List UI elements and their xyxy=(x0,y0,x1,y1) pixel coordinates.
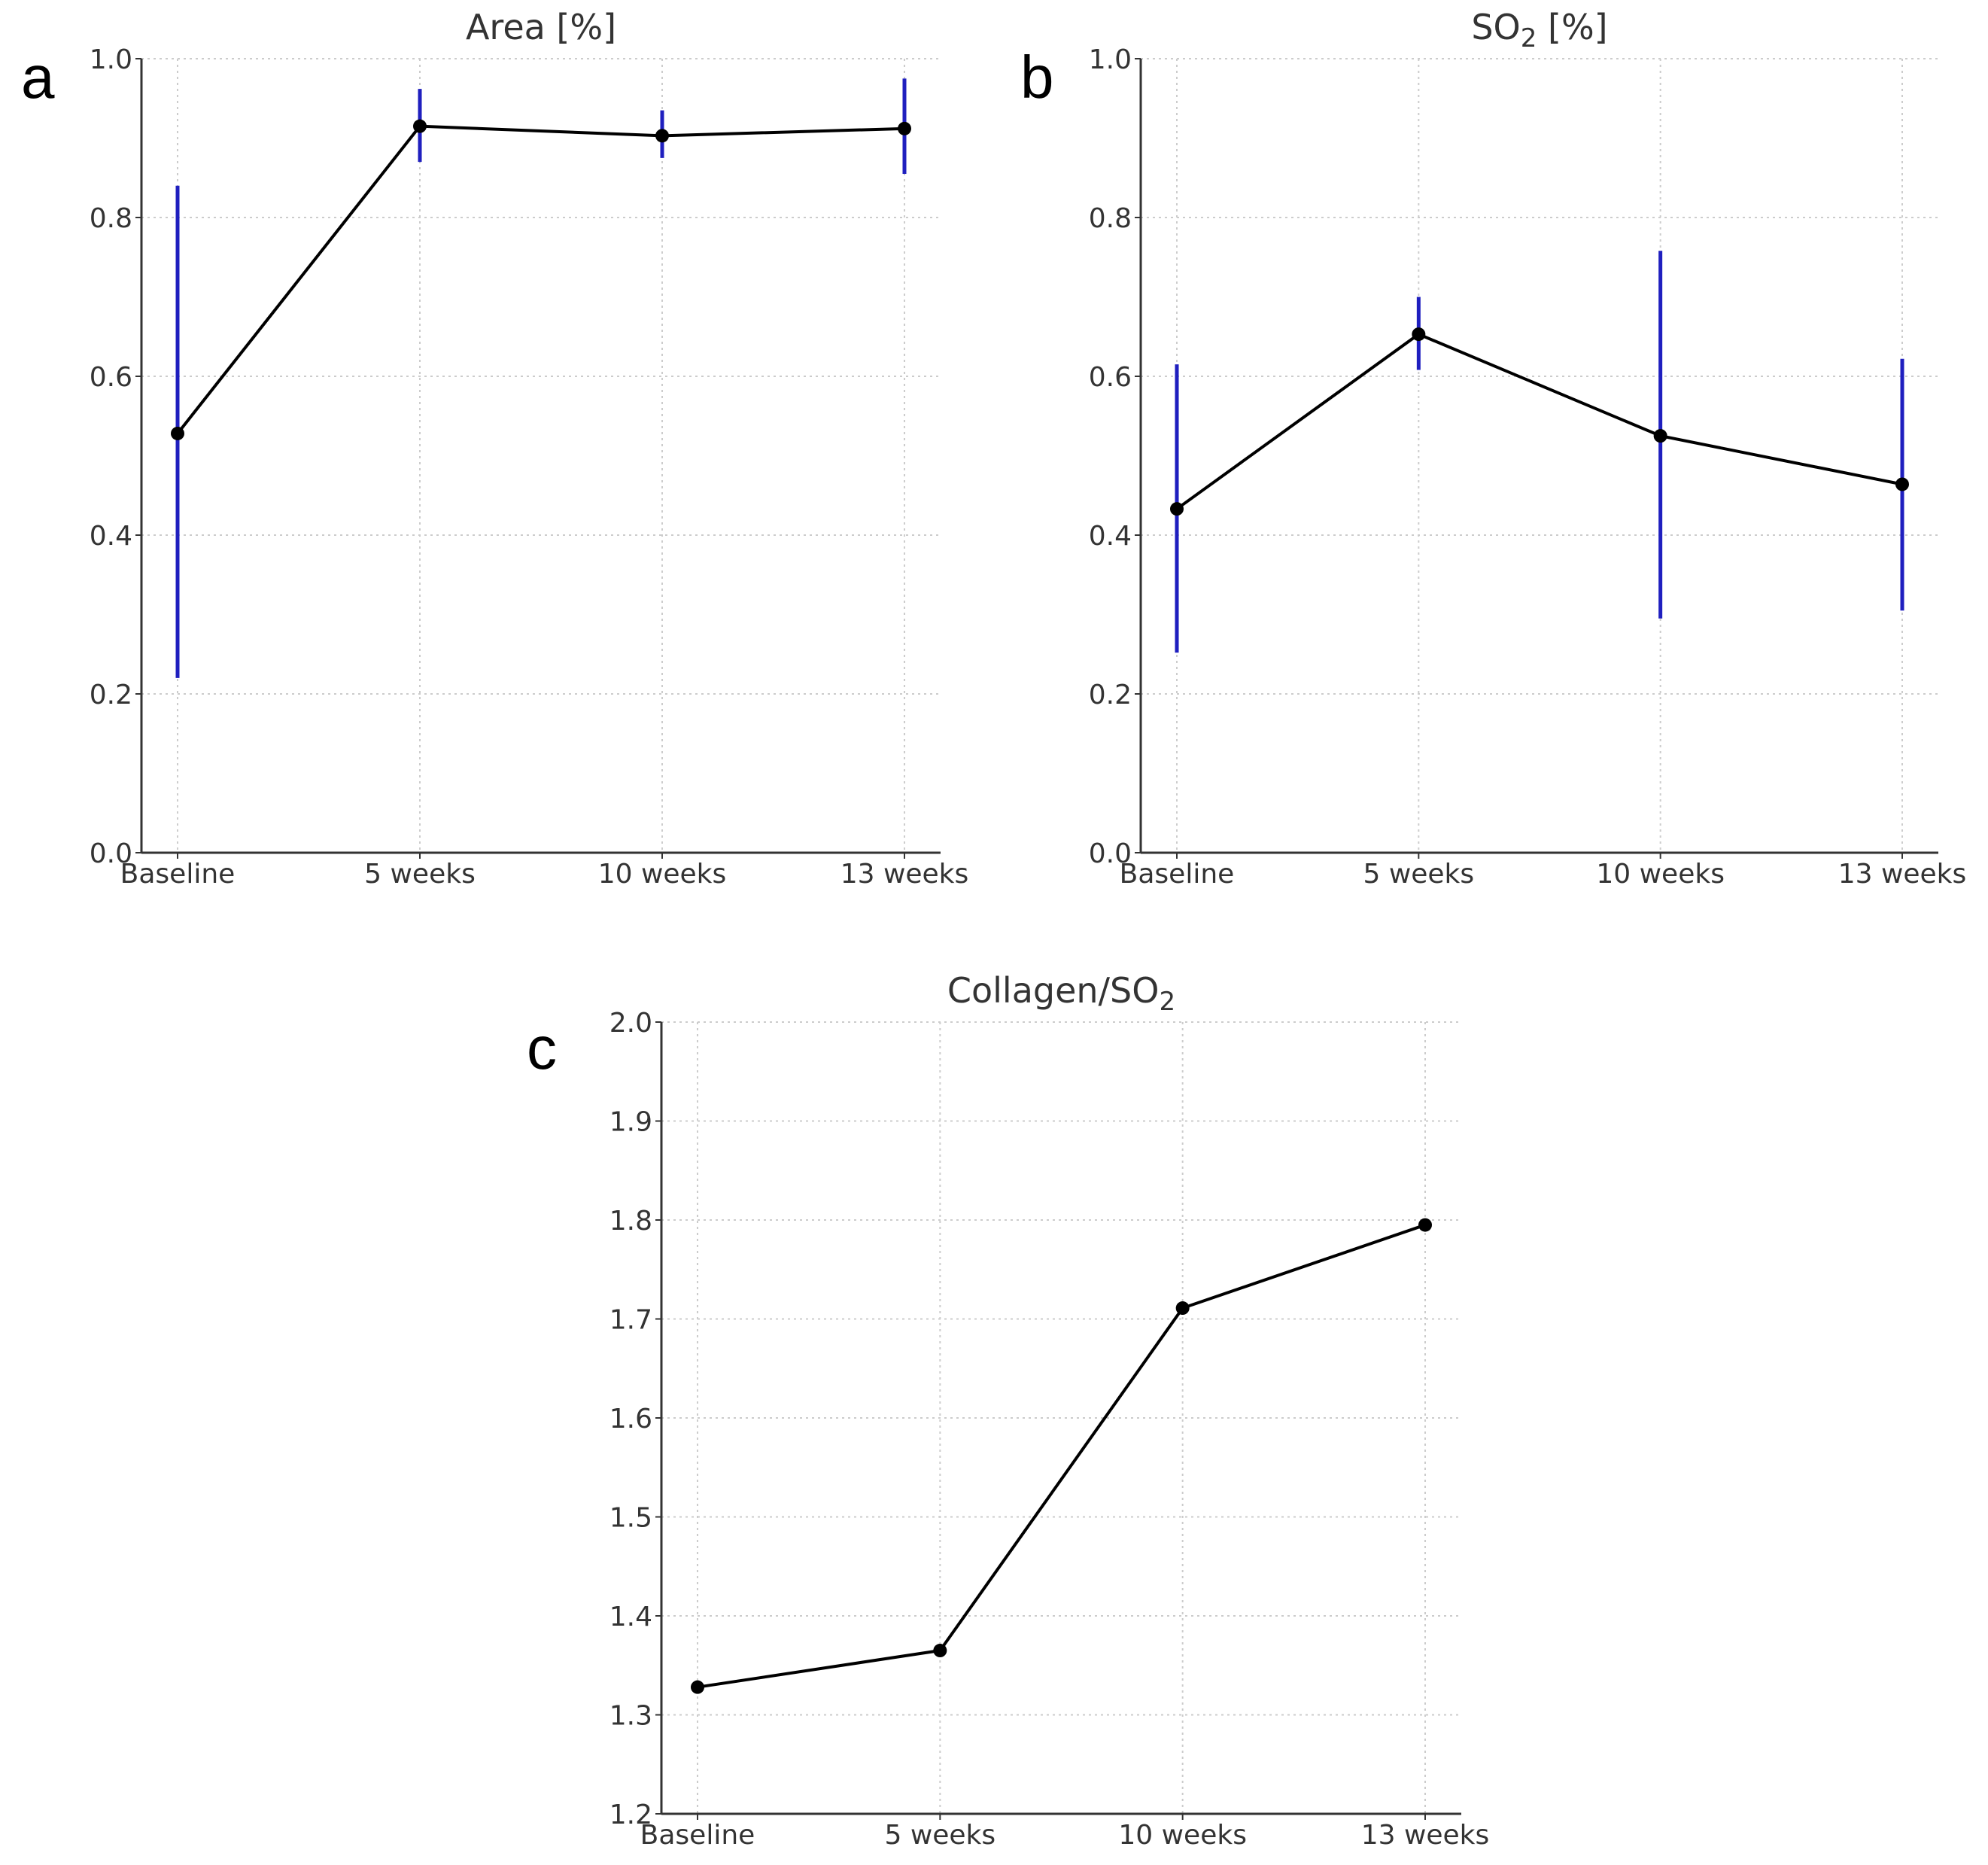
y-tick-label: 0.2 xyxy=(1089,680,1132,710)
y-tick-label: 0.0 xyxy=(1089,838,1132,869)
data-point-marker xyxy=(1412,327,1426,342)
x-tick-label: 13 weeks xyxy=(1361,1820,1490,1851)
x-tick-label: 10 weeks xyxy=(1596,859,1725,890)
chart-title-subscript: 2 xyxy=(1159,987,1175,1017)
data-point-marker xyxy=(898,121,911,135)
y-tick-label: 1.7 xyxy=(609,1305,652,1336)
y-tick-label: 1.2 xyxy=(609,1800,652,1830)
data-point-marker xyxy=(933,1644,947,1658)
panel-letter: b xyxy=(1020,44,1054,111)
y-tick-label: 0.0 xyxy=(90,838,132,869)
data-point-marker xyxy=(171,426,184,440)
x-tick-label: Baseline xyxy=(640,1820,755,1851)
x-tick-label: 5 weeks xyxy=(884,1820,996,1851)
y-tick-label: 1.0 xyxy=(1089,44,1132,75)
chart-collagen-so2: c Collagen/SO2 1.2 1.3 1.4 1.5 1.6 1.7 1.8 1.9 2.0… xyxy=(527,970,1489,1851)
y-tick-label: 0.2 xyxy=(90,680,132,710)
chart-title: SO2 [%] xyxy=(1471,7,1607,53)
y-tick-label: 1.4 xyxy=(609,1602,652,1632)
series-line xyxy=(176,124,905,435)
chart-title-subscript: 2 xyxy=(1521,23,1537,53)
chart-title-tail: [%] xyxy=(1537,7,1607,47)
data-point-marker xyxy=(691,1680,704,1694)
x-tick-label: 5 weeks xyxy=(364,859,476,890)
data-point-marker xyxy=(1895,477,1909,491)
y-tick-label: 1.8 xyxy=(609,1206,652,1237)
series-line xyxy=(1175,332,1903,510)
data-point-marker xyxy=(1175,1301,1190,1316)
chart-area-percent: a Area [%] 0.0 0.2 0.4 0.6 0.8 1.0 Baseline 5 wee… xyxy=(21,7,968,890)
y-tick-label: 0.8 xyxy=(90,203,132,234)
data-point-marker xyxy=(1418,1218,1432,1232)
x-tick-label: 10 weeks xyxy=(1118,1820,1247,1851)
y-tick-label: 1.0 xyxy=(90,44,132,75)
y-tick-label: 0.4 xyxy=(90,521,132,552)
y-tick-label: 1.3 xyxy=(609,1701,652,1732)
data-point-marker xyxy=(655,129,669,143)
y-tick-label: 1.9 xyxy=(609,1107,652,1138)
y-tick-label: 0.6 xyxy=(1089,362,1132,393)
panel-letter: a xyxy=(21,44,55,111)
x-tick-label: Baseline xyxy=(120,859,236,890)
data-point-marker xyxy=(1653,429,1667,443)
data-point-marker xyxy=(413,119,427,133)
panel-letter: c xyxy=(527,1015,557,1082)
x-tick-label: 10 weeks xyxy=(598,859,727,890)
y-tick-label: 1.6 xyxy=(609,1404,652,1434)
x-tick-label: 5 weeks xyxy=(1363,859,1474,890)
x-tick-label: 13 weeks xyxy=(1838,859,1967,890)
chart-title: Collagen/SO2 xyxy=(947,970,1175,1017)
y-tick-label: 0.6 xyxy=(90,362,132,393)
series-line xyxy=(697,1223,1426,1689)
x-tick-label: Baseline xyxy=(1120,859,1235,890)
data-point-marker xyxy=(1170,502,1184,516)
x-tick-label: 13 weeks xyxy=(840,859,969,890)
y-tick-label: 2.0 xyxy=(609,1008,652,1039)
chart-title: Area [%] xyxy=(466,7,616,47)
chart-so2-percent: b SO2 [%] 0.0 0.2 0.4 0.6 0.8 1.0 Baseline 5 week… xyxy=(1020,7,1966,890)
y-tick-label: 1.5 xyxy=(609,1503,652,1534)
y-tick-label: 0.4 xyxy=(1089,521,1132,552)
y-tick-label: 0.8 xyxy=(1089,203,1132,234)
